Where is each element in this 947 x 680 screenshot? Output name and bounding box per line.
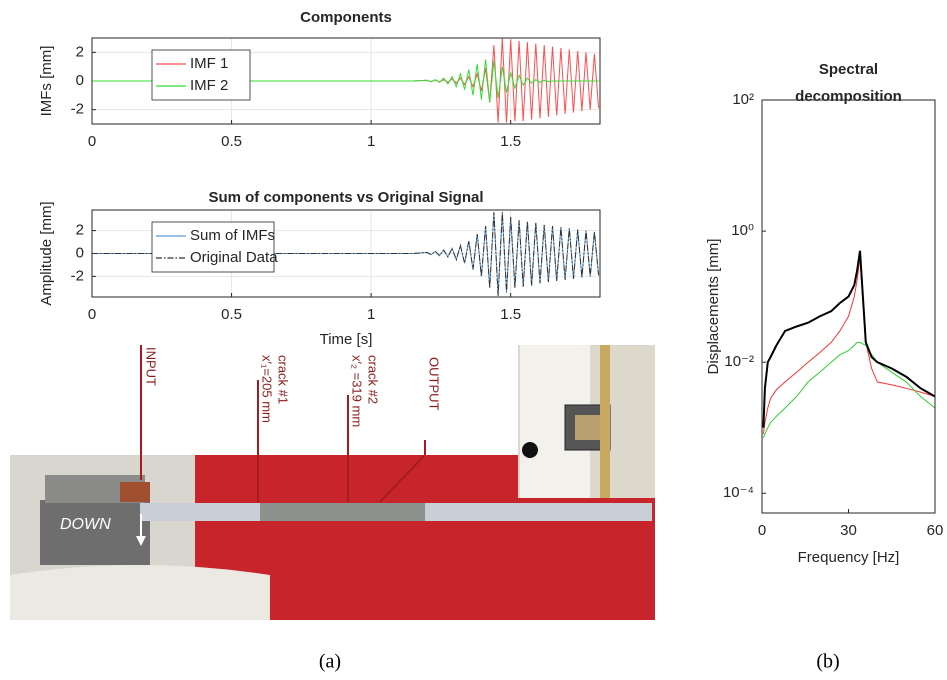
down-label: DOWN [60, 516, 111, 533]
y-axis-label: Displacements [mm] [705, 239, 722, 375]
series-group [762, 250, 935, 439]
chart-title: Components [300, 9, 392, 26]
caption: (b) [816, 651, 839, 673]
shaker-base [10, 565, 270, 620]
caption: (a) [319, 651, 341, 673]
photo-label: INPUT [144, 347, 159, 386]
series-line [762, 257, 935, 435]
shaker-block [40, 500, 150, 565]
chart-title: decomposition [795, 88, 902, 105]
chart-title: Sum of components vs Original Signal [208, 189, 483, 206]
legend-label: Sum of IMFs [190, 227, 275, 244]
photo-label: crack #2 [366, 355, 381, 404]
x-tick-label: 0 [88, 133, 96, 150]
axes-frame [91, 209, 601, 298]
series-line [762, 341, 935, 439]
series-group [92, 38, 600, 123]
output-line [379, 440, 426, 503]
beam-crack-zone [260, 503, 425, 521]
x-tick-label: 30 [840, 522, 857, 539]
input-sensor [120, 482, 150, 502]
x-axis-label: Frequency [Hz] [798, 549, 900, 566]
y-tick-label: 10⁰ [731, 222, 754, 239]
inset-cable [600, 345, 610, 498]
series-line [762, 250, 935, 428]
y-tick-label: 0 [76, 72, 84, 89]
y-tick-label: -2 [71, 101, 84, 118]
legend-box [151, 49, 251, 101]
series-line [92, 59, 599, 103]
x-tick-label: 1 [367, 306, 375, 323]
series-line [92, 212, 600, 296]
y-tick-label: 10⁻⁴ [723, 484, 754, 501]
inset-bolt [522, 442, 538, 458]
x-tick-label: 1 [367, 133, 375, 150]
y-tick-label: -2 [71, 267, 84, 284]
y-tick-label: 0 [76, 244, 84, 261]
y-tick-label: 10⁻² [724, 353, 754, 370]
x-tick-label: 0.5 [221, 133, 242, 150]
inset-sensor-core [575, 415, 600, 440]
legend-box [151, 221, 275, 273]
y-axis-label: Amplitude [mm] [38, 201, 55, 305]
y-tick-label: 2 [76, 222, 84, 239]
down-arrowhead [136, 536, 146, 546]
x-tick-label: 60 [927, 522, 944, 539]
series-group [92, 212, 600, 296]
photo: INPUT crack #1 x′₁=205 mm crack #2 x′₂ =… [10, 345, 655, 620]
axes-frame [761, 99, 936, 514]
chart-title: Spectral [819, 61, 878, 78]
photo-label: OUTPUT [427, 357, 442, 411]
legend-label: IMF 1 [190, 55, 228, 72]
x-tick-label: 1.5 [500, 133, 521, 150]
x-tick-label: 1.5 [500, 306, 521, 323]
y-tick-label: 2 [76, 43, 84, 60]
legend-label: IMF 2 [190, 77, 228, 94]
plot-area [762, 100, 935, 513]
photo-label: x′₁=205 mm [260, 355, 275, 423]
x-tick-label: 0 [758, 522, 766, 539]
y-tick-label: 10² [732, 91, 754, 108]
photo-label: x′₂ =319 mm [350, 355, 365, 427]
axes-frame [91, 37, 601, 125]
x-tick-label: 0.5 [221, 306, 242, 323]
y-axis-label: IMFs [mm] [38, 46, 55, 117]
photo-label: crack #1 [276, 355, 291, 404]
legend-label: Original Data [190, 249, 278, 266]
x-axis-label: Time [s] [320, 331, 373, 348]
x-tick-label: 0 [88, 306, 96, 323]
